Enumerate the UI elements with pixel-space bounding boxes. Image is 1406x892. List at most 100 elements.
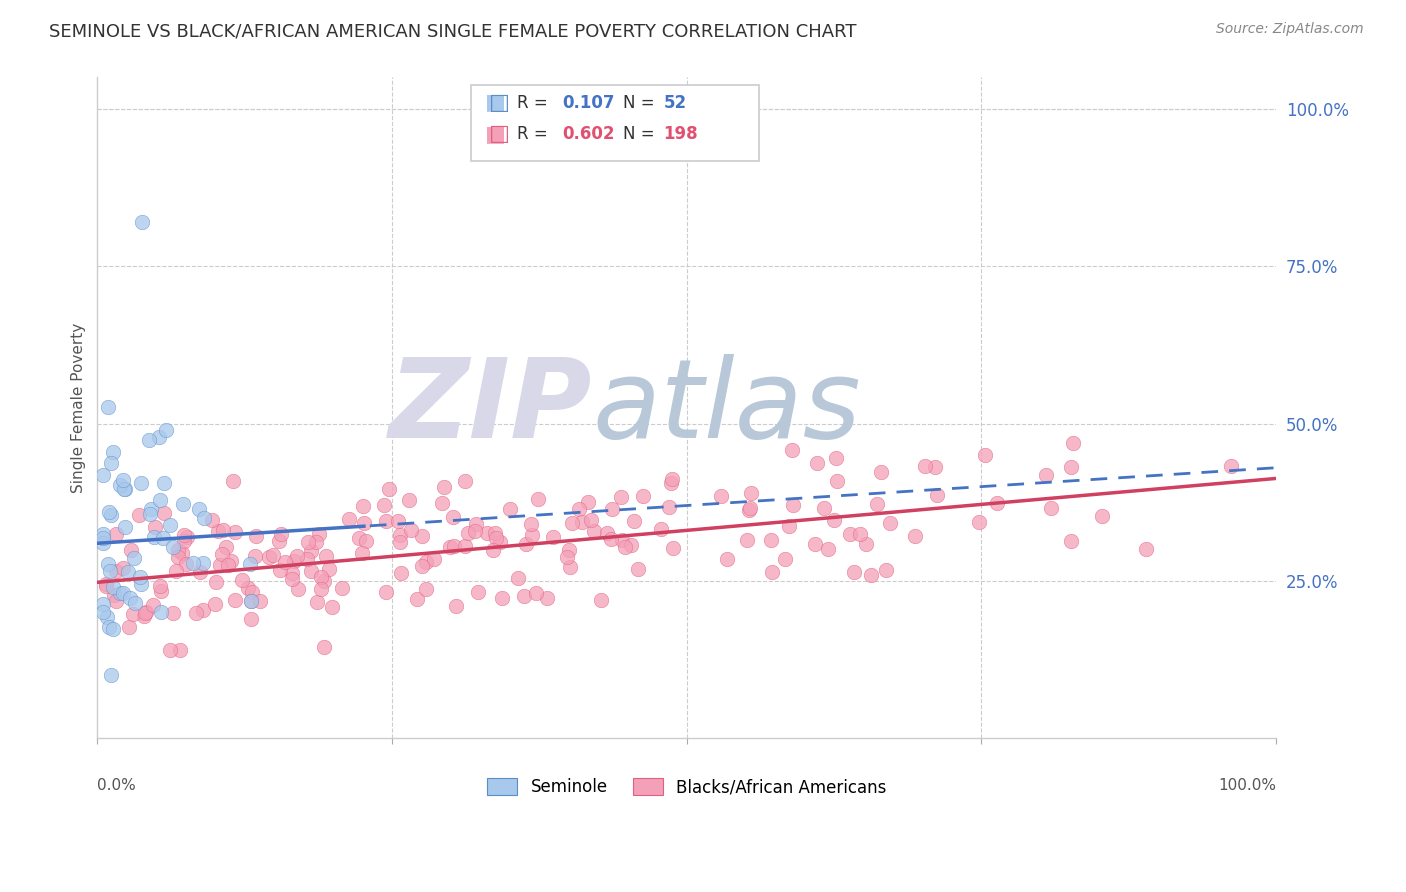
Point	[499, 502, 522, 516]
Point	[657, 500, 679, 514]
Point	[314, 574, 336, 588]
Point	[309, 582, 332, 596]
Point	[153, 475, 176, 490]
Point	[173, 527, 195, 541]
Text: ■: ■	[485, 124, 506, 144]
Point	[103, 581, 125, 595]
Point	[817, 541, 839, 556]
Point	[143, 520, 166, 534]
Point	[170, 546, 193, 560]
Point	[599, 533, 621, 547]
Point	[103, 445, 125, 459]
Point	[859, 568, 882, 582]
Point	[330, 581, 353, 595]
Point	[238, 581, 260, 595]
Point	[716, 552, 738, 566]
Point	[457, 525, 479, 540]
Point	[167, 542, 190, 557]
Point	[176, 557, 198, 571]
Y-axis label: Single Female Poverty: Single Female Poverty	[72, 323, 86, 493]
Point	[165, 564, 187, 578]
Point	[112, 473, 135, 487]
Point	[100, 668, 122, 682]
Point	[152, 506, 174, 520]
Point	[239, 558, 262, 572]
Text: 100.0%: 100.0%	[1218, 778, 1277, 793]
Point	[184, 606, 207, 620]
Point	[661, 472, 683, 486]
Point	[281, 572, 304, 586]
Point	[560, 559, 582, 574]
Text: R =: R =	[517, 125, 554, 143]
Point	[558, 543, 581, 558]
Point	[114, 482, 136, 496]
Point	[122, 607, 145, 621]
Point	[527, 491, 550, 506]
Text: □: □	[489, 124, 510, 144]
Point	[169, 643, 191, 657]
Point	[149, 493, 172, 508]
Point	[167, 549, 190, 564]
Point	[454, 474, 477, 488]
Point	[270, 527, 292, 541]
Point	[124, 551, 146, 566]
Point	[387, 514, 409, 528]
Point	[761, 533, 783, 547]
Point	[297, 552, 319, 566]
Point	[633, 489, 655, 503]
Point	[97, 400, 120, 414]
Point	[508, 571, 530, 585]
Point	[866, 497, 889, 511]
Point	[91, 597, 114, 611]
Point	[114, 519, 136, 533]
Point	[411, 559, 433, 574]
Point	[375, 514, 398, 528]
Point	[105, 565, 128, 579]
Point	[104, 526, 127, 541]
Text: 52: 52	[664, 94, 686, 112]
Text: ZIP: ZIP	[389, 354, 592, 461]
Point	[467, 584, 489, 599]
Point	[389, 566, 412, 581]
Point	[477, 526, 499, 541]
Point	[117, 565, 139, 579]
Point	[354, 534, 377, 549]
Point	[149, 583, 172, 598]
Point	[91, 536, 114, 550]
Point	[287, 582, 309, 596]
Point	[142, 598, 165, 612]
Point	[257, 550, 280, 565]
Point	[281, 566, 304, 580]
Point	[245, 529, 267, 543]
Point	[245, 549, 267, 563]
Point	[578, 495, 600, 509]
Point	[285, 549, 308, 563]
Point	[91, 467, 114, 482]
Point	[212, 524, 235, 538]
Point	[299, 564, 322, 578]
Text: R =: R =	[517, 94, 554, 112]
Point	[627, 562, 650, 576]
Point	[128, 508, 150, 523]
Text: 0.107: 0.107	[562, 94, 614, 112]
Point	[191, 603, 214, 617]
Point	[446, 599, 468, 614]
Point	[780, 442, 803, 457]
Point	[134, 606, 156, 620]
Point	[181, 556, 204, 570]
Point	[398, 492, 420, 507]
Point	[1135, 542, 1157, 557]
Point	[600, 502, 623, 516]
Point	[162, 606, 184, 620]
Point	[239, 612, 262, 626]
Point	[135, 605, 157, 619]
Point	[96, 610, 118, 624]
Point	[735, 533, 758, 548]
Point	[138, 433, 160, 447]
Point	[114, 482, 136, 496]
Point	[803, 537, 825, 551]
Text: □: □	[489, 93, 510, 112]
Point	[536, 591, 558, 605]
Point	[91, 531, 114, 545]
Point	[94, 579, 117, 593]
